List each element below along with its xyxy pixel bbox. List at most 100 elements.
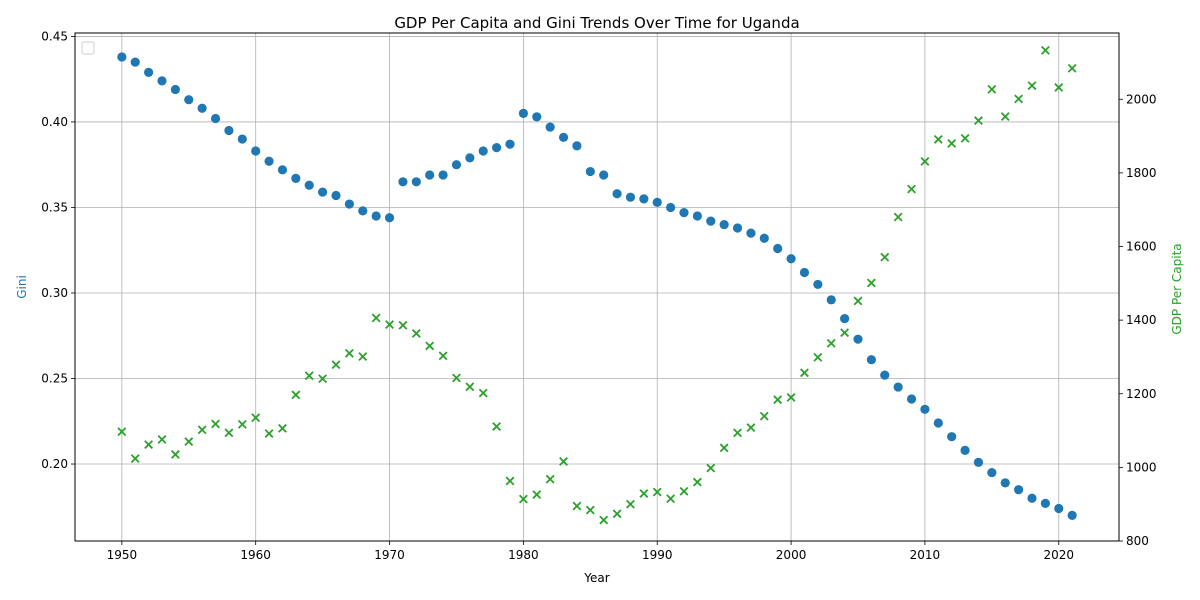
gini-point <box>987 467 997 478</box>
y-right-axis-ticks: 800 1000 1200 1400 1600 1800 2000 <box>1119 92 1157 548</box>
y-left-tick-label: 0.25 <box>41 372 68 386</box>
gdp-point <box>974 116 983 126</box>
x-axis-ticks: 1950 1960 1970 1980 1990 2000 2010 2020 <box>107 541 1074 562</box>
gdp-point <box>425 341 435 351</box>
gdp-point <box>197 425 207 435</box>
gdp-point <box>826 338 836 348</box>
gini-point <box>706 216 716 226</box>
gdp-point <box>371 313 381 323</box>
gini-point <box>1014 485 1024 495</box>
gini-point <box>465 153 475 163</box>
gdp-point <box>411 328 421 338</box>
y-left-tick-label: 0.40 <box>41 115 68 129</box>
gini-point <box>585 166 595 177</box>
gini-point <box>906 394 917 404</box>
gini-point <box>639 194 649 204</box>
gini-point <box>1054 503 1064 514</box>
gdp-series <box>117 45 1077 525</box>
chart-title: GDP Per Capita and Gini Trends Over Time… <box>394 14 799 32</box>
gini-point <box>304 180 314 190</box>
gdp-point <box>518 494 528 504</box>
gdp-point <box>773 395 783 405</box>
gini-point <box>157 76 167 86</box>
y-left-axis-ticks: 0.20 0.25 0.30 0.35 0.40 0.45 <box>41 29 75 471</box>
gini-point <box>425 170 435 180</box>
gini-point <box>666 202 676 213</box>
x-tick-label: 1990 <box>642 548 673 562</box>
gini-point <box>384 213 395 223</box>
gdp-point <box>385 320 394 329</box>
gini-point <box>826 295 836 305</box>
gdp-point <box>465 382 475 392</box>
grid-lines <box>75 33 1119 541</box>
gdp-point <box>1027 81 1037 91</box>
gdp-point <box>117 427 127 437</box>
gini-point <box>532 112 542 122</box>
x-tick-label: 1960 <box>240 548 271 562</box>
gdp-point <box>920 157 930 166</box>
gdp-point <box>679 486 689 496</box>
gdp-point <box>398 320 408 330</box>
y-right-tick-label: 1200 <box>1126 387 1157 401</box>
gdp-point <box>358 352 368 362</box>
y-left-tick-label: 0.35 <box>41 200 68 214</box>
gdp-point <box>1000 112 1010 121</box>
gdp-point <box>853 296 863 306</box>
gdp-point <box>800 368 809 378</box>
gdp-point <box>572 501 582 511</box>
gdp-point <box>251 413 261 423</box>
gini-point <box>492 142 502 153</box>
gini-point <box>893 382 903 392</box>
gdp-point <box>880 252 890 262</box>
gdp-point <box>505 476 515 486</box>
gdp-point <box>237 419 247 429</box>
y-left-tick-label: 0.20 <box>41 457 68 471</box>
gini-point <box>344 199 354 209</box>
gdp-point <box>746 423 756 433</box>
gdp-point <box>866 278 876 288</box>
gini-point <box>973 457 984 467</box>
gdp-point <box>331 360 341 370</box>
gini-point <box>960 445 970 455</box>
gini-point <box>558 132 569 142</box>
gini-point <box>291 173 301 183</box>
gini-point <box>545 122 555 132</box>
gini-point <box>612 189 622 199</box>
gdp-point <box>478 388 488 398</box>
y-right-tick-label: 800 <box>1126 534 1149 548</box>
gdp-point <box>532 490 542 500</box>
gdp-point <box>733 428 742 438</box>
gdp-point <box>692 477 702 487</box>
gini-series <box>117 52 1077 520</box>
gini-point <box>184 95 194 105</box>
y-left-axis-title: Gini <box>15 275 29 299</box>
y-right-axis-title: GDP Per Capita <box>1170 243 1184 334</box>
gdp-point <box>291 390 301 400</box>
gdp-point <box>1067 63 1077 73</box>
gini-point <box>732 223 743 233</box>
gdp-point <box>987 84 997 94</box>
x-tick-label: 2020 <box>1043 548 1074 562</box>
gdp-point <box>960 133 970 143</box>
gdp-point <box>840 328 850 338</box>
x-axis-title: Year <box>583 571 609 585</box>
gdp-point <box>278 423 287 433</box>
gdp-point <box>492 422 502 431</box>
gdp-point <box>626 499 635 509</box>
gdp-point <box>612 509 622 519</box>
gini-point <box>853 334 863 344</box>
gdp-point <box>933 134 943 144</box>
gini-point <box>237 134 247 144</box>
x-tick-label: 1980 <box>508 548 539 562</box>
y-left-tick-label: 0.45 <box>41 29 68 43</box>
gini-point <box>880 370 890 380</box>
y-left-tick-label: 0.30 <box>41 286 68 300</box>
gini-point <box>1067 510 1077 520</box>
gdp-point <box>170 450 180 459</box>
gdp-point <box>184 437 194 447</box>
gini-point <box>224 125 234 136</box>
gdp-point <box>318 374 328 384</box>
gini-point <box>438 170 448 180</box>
